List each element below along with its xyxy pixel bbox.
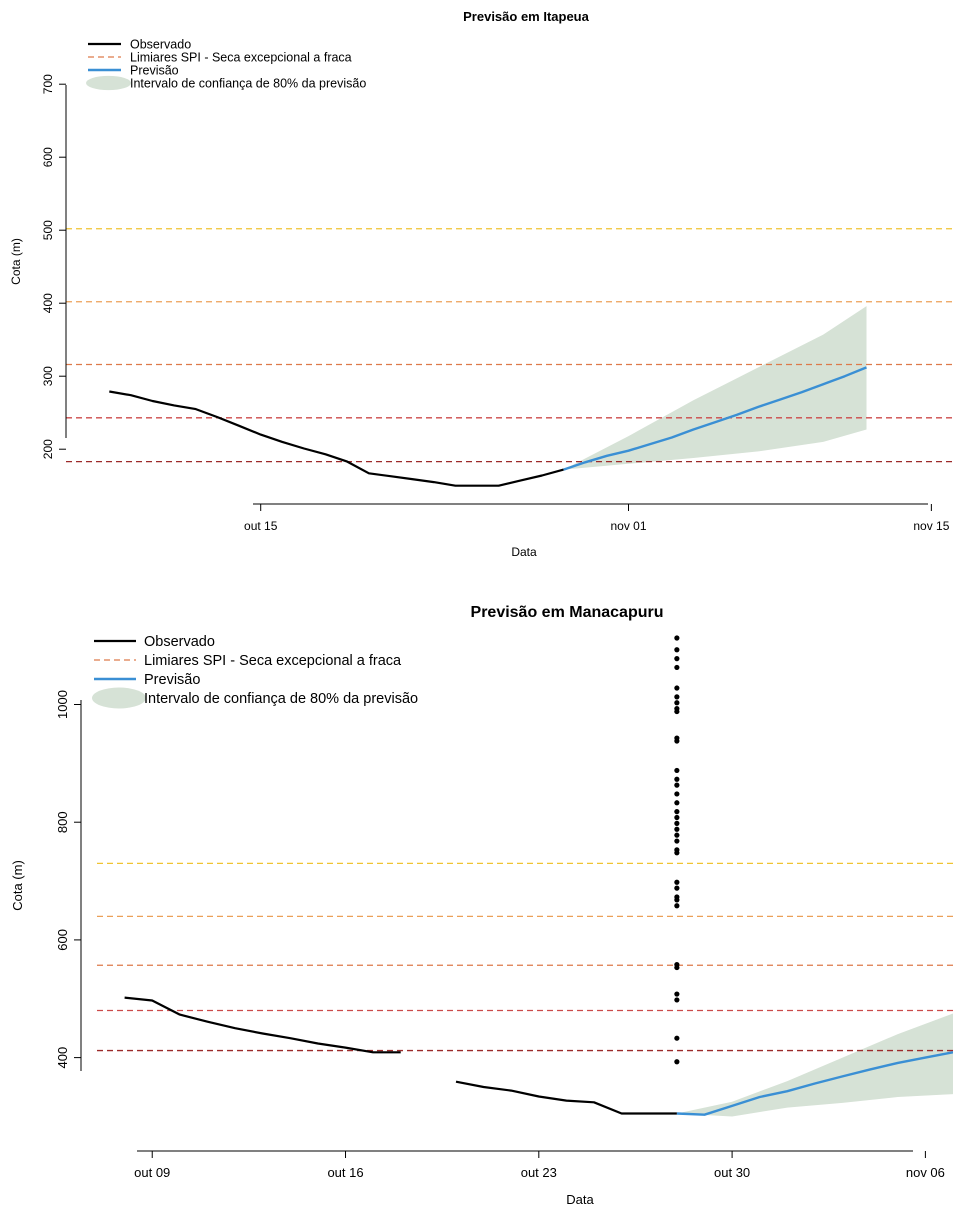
x-tick-label: nov 15 xyxy=(913,519,949,533)
x-tick-label: out 23 xyxy=(521,1165,557,1180)
x-axis: out 09 out 16 out 23 out 30 nov 06 xyxy=(134,1150,945,1180)
data-point xyxy=(674,903,680,909)
x-axis-label: Data xyxy=(511,545,537,559)
legend-swatch-band xyxy=(86,75,131,91)
chart-title: Previsão em Manacapuru xyxy=(471,604,664,621)
data-point xyxy=(674,1059,680,1065)
data-point xyxy=(674,1035,680,1041)
x-tick-label: nov 01 xyxy=(610,519,646,533)
legend-label-forecast: Previsão xyxy=(144,672,200,688)
data-point xyxy=(674,700,680,706)
legend: Observado Limiares SPI - Seca excepcional… xyxy=(92,634,418,709)
data-point xyxy=(674,791,680,797)
y-axis-label: Cota (m) xyxy=(9,238,23,285)
chart-title: Previsão em Itapeua xyxy=(463,9,589,24)
x-tick-label: out 15 xyxy=(244,519,278,533)
data-point xyxy=(674,997,680,1003)
data-point xyxy=(674,664,680,671)
x-tick-label: out 30 xyxy=(714,1165,750,1180)
data-point xyxy=(674,885,680,891)
chart-manacapuru: Previsão em Manacapuru out 09 out 16 out 23… xyxy=(10,604,953,1207)
x-axis: out 15 nov 01 nov 15 xyxy=(244,503,950,533)
observed-line xyxy=(109,390,564,487)
x-tick-label: out 16 xyxy=(327,1165,363,1180)
y-tick-label: 200 xyxy=(41,439,55,459)
forecast-line xyxy=(676,1051,953,1116)
data-point xyxy=(674,809,680,815)
y-axis: 400 600 800 1000 xyxy=(55,690,82,1071)
legend-label-thresholds: Limiares SPI - Seca excepcional a fraca xyxy=(144,653,402,669)
data-point xyxy=(674,656,680,662)
data-point xyxy=(674,635,680,641)
data-point xyxy=(674,838,680,844)
confidence-band xyxy=(676,1013,953,1117)
y-axis-label: Cota (m) xyxy=(10,860,25,911)
legend-label-band: Intervalo de confiança de 80% da previsã… xyxy=(144,691,418,707)
confidence-band xyxy=(563,306,867,470)
data-point xyxy=(674,820,680,826)
observed-line xyxy=(124,996,401,1054)
legend-label-band: Intervalo de confiança de 80% da previsã… xyxy=(130,77,366,91)
data-point xyxy=(674,767,680,774)
x-tick-label: nov 06 xyxy=(906,1165,945,1180)
data-point xyxy=(674,708,680,715)
y-tick-label: 500 xyxy=(41,220,55,240)
legend-label-observed: Observado xyxy=(130,38,191,52)
observed-line xyxy=(455,1080,677,1115)
forecast-line xyxy=(563,366,867,471)
y-tick-label: 1000 xyxy=(55,690,70,719)
data-point xyxy=(674,897,680,903)
legend-label-forecast: Previsão xyxy=(130,64,179,78)
data-point xyxy=(674,685,680,691)
data-point xyxy=(674,738,680,744)
data-point xyxy=(674,879,680,885)
x-axis-label: Data xyxy=(566,1192,594,1207)
data-point xyxy=(674,776,680,782)
data-point xyxy=(674,832,680,838)
y-tick-label: 600 xyxy=(55,929,70,951)
legend-label-thresholds: Limiares SPI - Seca excepcional a fraca xyxy=(130,51,352,65)
legend-label-observed: Observado xyxy=(144,634,215,650)
data-point xyxy=(674,991,680,997)
data-point xyxy=(674,814,680,821)
y-tick-label: 400 xyxy=(41,293,55,313)
data-point xyxy=(674,694,680,700)
data-point xyxy=(674,826,680,832)
y-tick-label: 700 xyxy=(41,74,55,94)
y-axis: 200 300 400 500 600 700 xyxy=(41,74,67,459)
plot-area xyxy=(97,635,953,1117)
y-tick-label: 600 xyxy=(41,147,55,167)
data-point xyxy=(674,782,680,788)
y-tick-label: 800 xyxy=(55,811,70,833)
data-point xyxy=(674,850,680,856)
data-point xyxy=(674,800,680,806)
chart-itapeua: Previsão em Itapeua out 15 nov 01 nov 15 Dat… xyxy=(9,9,953,559)
data-point xyxy=(674,647,680,653)
legend-swatch-band xyxy=(92,687,146,709)
y-tick-label: 400 xyxy=(55,1047,70,1069)
y-tick-label: 300 xyxy=(41,366,55,386)
plot-area xyxy=(66,228,953,487)
data-point xyxy=(674,964,680,971)
x-tick-label: out 09 xyxy=(134,1165,170,1180)
